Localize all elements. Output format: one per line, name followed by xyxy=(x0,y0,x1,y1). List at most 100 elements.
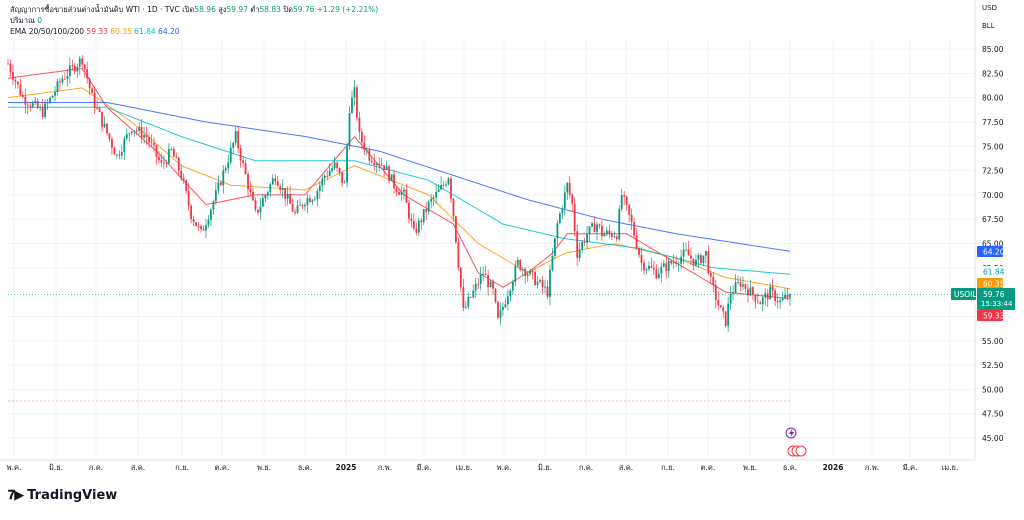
candle-body xyxy=(732,292,734,294)
candle-body xyxy=(450,178,452,199)
candle-body xyxy=(341,172,343,183)
candle-body xyxy=(628,204,631,215)
candle-body xyxy=(311,200,314,203)
candle-body xyxy=(83,64,86,70)
candle-body xyxy=(469,297,472,298)
candle-body xyxy=(697,255,700,260)
candle-body xyxy=(749,287,752,296)
candle-body xyxy=(489,281,492,288)
tradingview-logo[interactable]: 𝟕▶ TradingView xyxy=(8,488,117,503)
candle-body xyxy=(714,284,717,300)
candle-body xyxy=(190,205,193,220)
candle-body xyxy=(34,101,37,103)
candle-body xyxy=(304,204,306,207)
candle-body xyxy=(163,162,165,164)
candle-body xyxy=(343,182,346,184)
candle-body xyxy=(623,195,626,197)
candle-body xyxy=(123,138,126,152)
change-value: +1.29 (+2.21%) xyxy=(316,5,379,14)
candle-body xyxy=(729,293,732,304)
candle-body xyxy=(296,205,299,213)
symbol-title[interactable]: สัญญาการซื้อขายส่วนต่างน้ำมันดิบ WTI · 1… xyxy=(10,5,180,14)
candle-body xyxy=(652,267,655,270)
x-tick-label: เม.ย. xyxy=(942,463,959,472)
candle-body xyxy=(294,211,296,213)
ema50-price-tag: 60.35 xyxy=(983,280,1005,289)
x-tick-label: ก.ย. xyxy=(175,463,189,472)
y-tick-label: 50.00 xyxy=(982,385,1004,394)
candle-body xyxy=(771,286,774,291)
candle-body xyxy=(16,81,19,85)
candle-body xyxy=(21,95,24,97)
candle-body xyxy=(427,201,430,212)
candle-body xyxy=(205,225,207,231)
y-tick-label: 52.50 xyxy=(982,361,1004,370)
y-tick-label: 45.00 xyxy=(982,434,1004,443)
y-tick-label: 75.00 xyxy=(982,142,1004,151)
candle-body xyxy=(482,273,485,275)
candle-body xyxy=(301,204,304,207)
ema20-value: 59.33 xyxy=(86,27,108,36)
measure-unit[interactable]: BLL xyxy=(982,22,995,30)
candle-body xyxy=(766,293,769,300)
ema-label[interactable]: EMA 20/50/100/200 xyxy=(10,27,85,36)
candle-body xyxy=(244,162,247,175)
candle-body xyxy=(138,126,141,131)
brand-name: TradingView xyxy=(27,488,118,503)
candle-body xyxy=(356,87,358,118)
candle-body xyxy=(264,195,267,199)
candle-body xyxy=(583,242,586,243)
candle-body xyxy=(682,249,685,257)
economic-event-flag-icon[interactable] xyxy=(795,445,807,457)
candle-body xyxy=(519,259,522,270)
candle-body xyxy=(601,225,603,237)
candle-body xyxy=(232,142,235,148)
currency-unit[interactable]: USD xyxy=(982,4,997,12)
candle-body xyxy=(633,221,635,236)
x-tick-label: ส.ค. xyxy=(619,463,633,472)
candle-body xyxy=(719,305,722,308)
candle-body xyxy=(289,193,292,204)
candle-body xyxy=(200,226,202,230)
candle-body xyxy=(549,270,551,297)
candle-body xyxy=(568,182,571,195)
candle-body xyxy=(556,223,559,239)
ema50-value: 60.35 xyxy=(110,27,132,36)
candle-body xyxy=(148,137,150,143)
candle-body xyxy=(440,185,442,190)
candle-body xyxy=(504,304,507,308)
candle-body xyxy=(291,203,294,212)
candle-body xyxy=(219,182,222,186)
x-tick-label: มี.ค. xyxy=(903,463,918,472)
candle-body xyxy=(66,75,69,79)
candle-body xyxy=(695,259,697,266)
candle-body xyxy=(41,107,44,118)
candle-body xyxy=(143,134,146,138)
legend-row-volume: ปริมาณ 0 xyxy=(10,15,378,26)
candle-body xyxy=(328,171,331,176)
candle-body xyxy=(140,126,143,138)
candle-body xyxy=(172,149,175,157)
candle-body xyxy=(259,206,262,213)
candle-body xyxy=(73,65,76,72)
candle-body xyxy=(271,178,274,185)
candle-body xyxy=(257,209,259,213)
candle-body xyxy=(700,255,702,264)
candle-body xyxy=(133,130,136,132)
candle-body xyxy=(521,269,524,270)
candle-body xyxy=(586,234,588,243)
volume-label[interactable]: ปริมาณ xyxy=(10,16,35,25)
candle-body xyxy=(487,275,489,288)
candle-body xyxy=(239,148,242,161)
ema200-price-tag-bg xyxy=(977,246,1003,257)
candle-body xyxy=(378,163,381,166)
candle-body xyxy=(756,301,759,303)
candle-body xyxy=(618,208,621,240)
candle-body xyxy=(390,174,393,182)
candle-body xyxy=(464,306,467,308)
candle-body xyxy=(254,200,257,210)
candle-body xyxy=(398,192,400,195)
candle-body xyxy=(605,230,608,234)
